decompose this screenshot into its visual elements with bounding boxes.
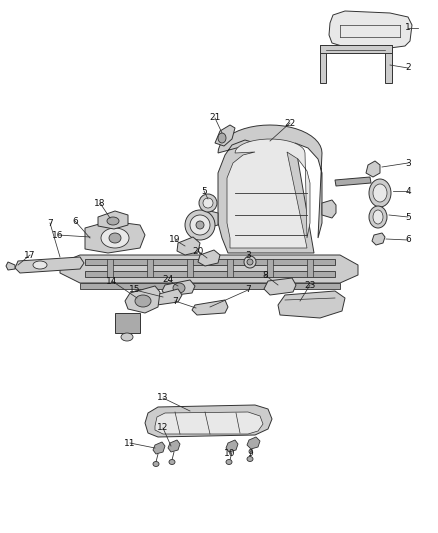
Polygon shape xyxy=(85,271,335,277)
Polygon shape xyxy=(198,250,220,266)
Polygon shape xyxy=(307,259,313,277)
Polygon shape xyxy=(320,45,392,53)
Polygon shape xyxy=(205,211,218,227)
Polygon shape xyxy=(152,289,182,305)
Ellipse shape xyxy=(153,462,159,466)
Ellipse shape xyxy=(185,210,215,240)
Ellipse shape xyxy=(203,198,213,208)
Polygon shape xyxy=(322,200,336,218)
Ellipse shape xyxy=(107,217,119,225)
Polygon shape xyxy=(264,278,296,295)
Ellipse shape xyxy=(33,261,47,269)
Polygon shape xyxy=(335,177,371,186)
Text: 15: 15 xyxy=(129,286,141,295)
Polygon shape xyxy=(80,283,340,289)
Ellipse shape xyxy=(373,210,383,224)
Ellipse shape xyxy=(218,133,226,143)
Polygon shape xyxy=(372,233,385,245)
Polygon shape xyxy=(85,259,335,265)
Polygon shape xyxy=(227,259,233,277)
Text: 3: 3 xyxy=(245,251,251,260)
Polygon shape xyxy=(385,45,392,83)
Text: 3: 3 xyxy=(405,158,411,167)
Text: 5: 5 xyxy=(201,187,207,196)
Polygon shape xyxy=(215,125,235,146)
Polygon shape xyxy=(320,45,326,83)
Polygon shape xyxy=(115,313,140,333)
Ellipse shape xyxy=(244,256,256,268)
Ellipse shape xyxy=(226,459,232,464)
Polygon shape xyxy=(247,437,260,449)
Polygon shape xyxy=(177,237,200,255)
Polygon shape xyxy=(60,255,358,283)
Polygon shape xyxy=(192,300,228,315)
Text: 20: 20 xyxy=(192,246,204,255)
Polygon shape xyxy=(6,262,15,270)
Text: 21: 21 xyxy=(209,114,221,123)
Text: 2: 2 xyxy=(405,63,411,72)
Text: 6: 6 xyxy=(72,216,78,225)
Text: 9: 9 xyxy=(247,448,253,457)
Polygon shape xyxy=(107,259,113,277)
Ellipse shape xyxy=(247,456,253,462)
Polygon shape xyxy=(155,412,263,434)
Polygon shape xyxy=(218,125,322,253)
Polygon shape xyxy=(226,440,238,452)
Text: 22: 22 xyxy=(284,118,296,127)
Ellipse shape xyxy=(196,221,204,229)
Ellipse shape xyxy=(199,194,217,212)
Polygon shape xyxy=(267,259,273,277)
Ellipse shape xyxy=(369,206,387,228)
Text: 17: 17 xyxy=(24,251,36,260)
Text: 4: 4 xyxy=(405,187,411,196)
Text: 11: 11 xyxy=(124,439,136,448)
Ellipse shape xyxy=(135,295,151,307)
Text: 23: 23 xyxy=(304,280,316,289)
Text: 7: 7 xyxy=(245,286,251,295)
Polygon shape xyxy=(278,291,345,318)
Text: 14: 14 xyxy=(106,277,118,286)
Text: 24: 24 xyxy=(162,276,173,285)
Ellipse shape xyxy=(190,215,210,235)
Text: 19: 19 xyxy=(169,236,181,245)
Polygon shape xyxy=(187,259,193,277)
Ellipse shape xyxy=(369,179,391,207)
Ellipse shape xyxy=(101,228,129,248)
Ellipse shape xyxy=(109,233,121,243)
Text: 16: 16 xyxy=(52,230,64,239)
Text: 7: 7 xyxy=(172,296,178,305)
Text: 7: 7 xyxy=(47,219,53,228)
Polygon shape xyxy=(85,221,145,253)
Text: 5: 5 xyxy=(405,213,411,222)
Polygon shape xyxy=(98,211,128,229)
Polygon shape xyxy=(227,139,310,248)
Ellipse shape xyxy=(247,259,253,265)
Polygon shape xyxy=(329,11,412,48)
Text: 8: 8 xyxy=(262,271,268,279)
Polygon shape xyxy=(125,286,160,313)
Ellipse shape xyxy=(373,184,387,202)
Text: 1: 1 xyxy=(405,23,411,33)
Text: 10: 10 xyxy=(224,448,236,457)
Polygon shape xyxy=(15,257,84,273)
Ellipse shape xyxy=(121,333,133,341)
Polygon shape xyxy=(162,280,195,296)
Text: 18: 18 xyxy=(94,198,106,207)
Text: 6: 6 xyxy=(405,236,411,245)
Polygon shape xyxy=(366,161,380,177)
Polygon shape xyxy=(147,259,153,277)
Polygon shape xyxy=(145,405,272,437)
Ellipse shape xyxy=(173,283,185,293)
Text: 12: 12 xyxy=(157,424,169,432)
Polygon shape xyxy=(153,442,165,454)
Polygon shape xyxy=(168,440,180,452)
Text: 13: 13 xyxy=(157,393,169,402)
Ellipse shape xyxy=(169,459,175,464)
